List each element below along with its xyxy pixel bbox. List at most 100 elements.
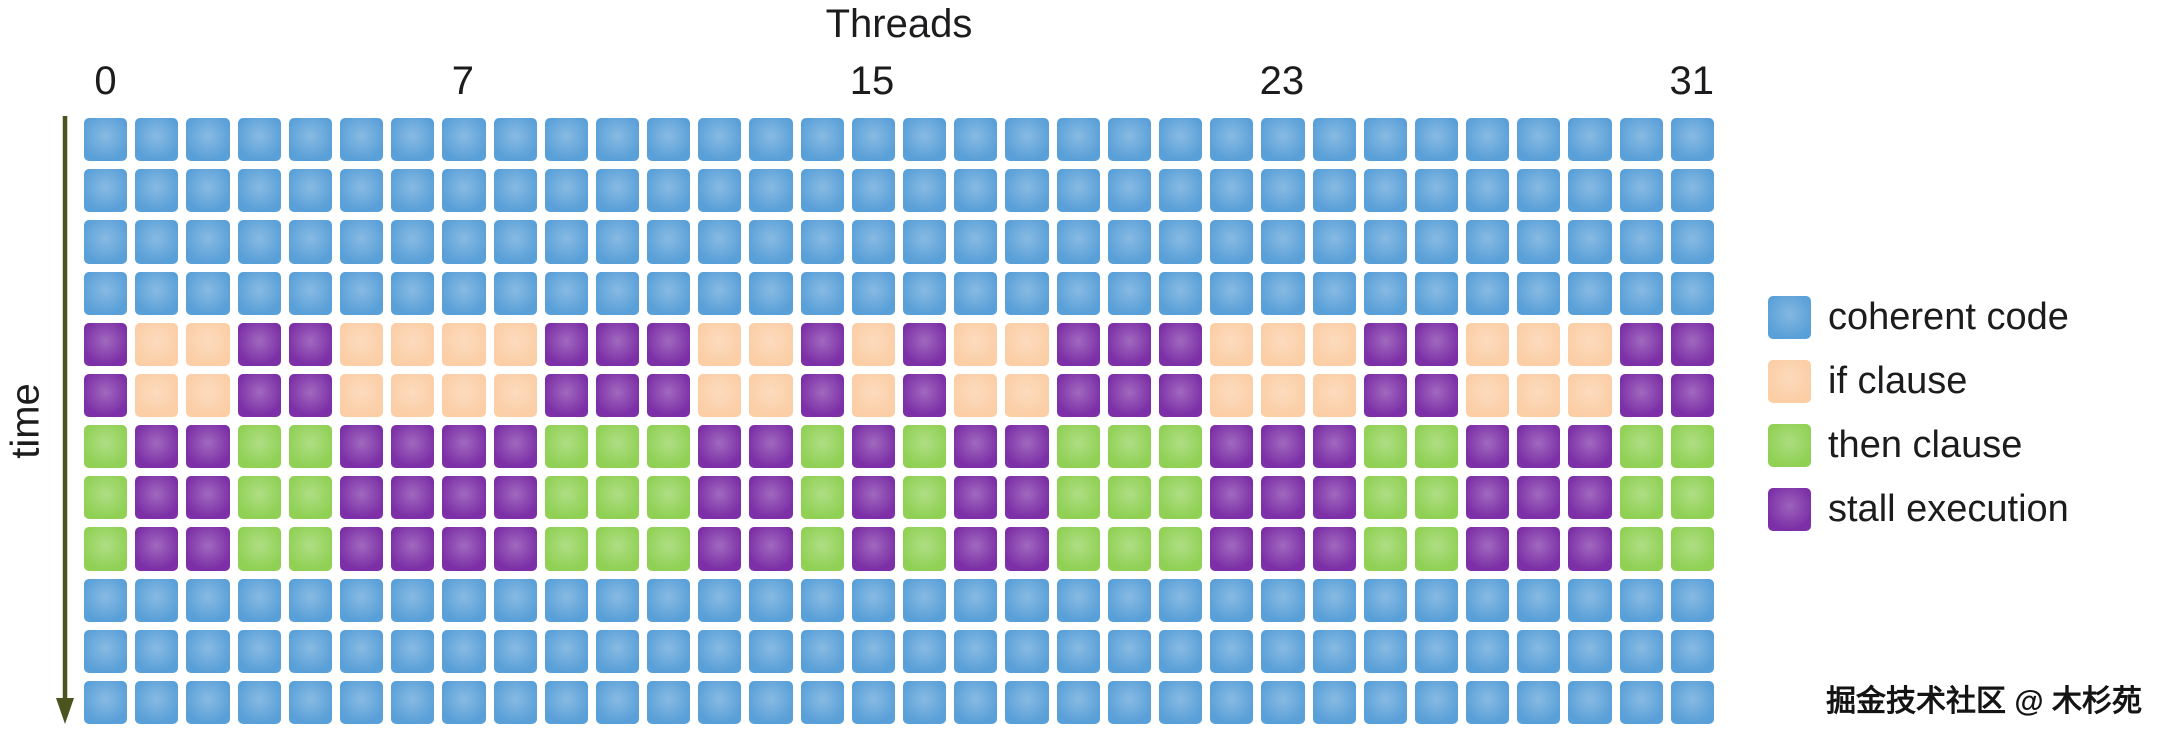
grid-cell-coherent <box>954 169 998 213</box>
grid-cell-coherent <box>493 578 537 622</box>
grid-cell-coherent <box>1312 680 1356 724</box>
grid-cell-stall <box>1005 425 1049 469</box>
grid-cell-coherent <box>493 629 537 673</box>
grid-cell-coherent <box>1414 271 1459 315</box>
grid-cell-coherent <box>391 271 435 315</box>
grid-cell-if <box>1517 322 1561 366</box>
grid-cell-stall <box>1312 476 1356 520</box>
grid-cell-if <box>339 373 384 417</box>
grid-cell-then <box>1619 527 1663 571</box>
grid-cell-coherent <box>339 578 384 622</box>
grid-cell-coherent <box>84 220 128 264</box>
grid-cell-then <box>595 425 640 469</box>
grid-cell-stall <box>1210 476 1254 520</box>
grid-cell-if <box>186 322 230 366</box>
grid-cell-stall <box>237 322 281 366</box>
grid-cell-coherent <box>903 629 947 673</box>
grid-cell-if <box>1210 322 1254 366</box>
grid-cell-stall <box>237 373 281 417</box>
grid-cell-then <box>903 425 947 469</box>
grid-cell-coherent <box>1005 118 1049 162</box>
grid-cell-coherent <box>1158 118 1203 162</box>
grid-cell-if <box>442 322 486 366</box>
grid-cell-coherent <box>1466 220 1510 264</box>
grid-cell-coherent <box>1517 578 1561 622</box>
grid-cell-coherent <box>1158 169 1203 213</box>
grid-cell-coherent <box>1312 629 1356 673</box>
thread-tick-0: 0 <box>94 59 117 103</box>
grid-cell-stall <box>288 373 332 417</box>
grid-cell-stall <box>1158 322 1203 366</box>
grid-cell-stall <box>1210 425 1254 469</box>
grid-cell-coherent <box>1210 629 1254 673</box>
grid-cell-coherent <box>1261 220 1305 264</box>
grid-cell-stall <box>1568 476 1612 520</box>
grid-cell-then <box>237 527 281 571</box>
grid-cell-coherent <box>1517 220 1561 264</box>
grid-cell-then <box>647 476 691 520</box>
grid-cell-coherent <box>493 680 537 724</box>
grid-cell-coherent <box>1056 578 1100 622</box>
grid-cell-coherent <box>186 629 230 673</box>
time-arrow-icon <box>56 116 74 724</box>
grid-cell-stall <box>698 527 742 571</box>
grid-cell-coherent <box>391 578 435 622</box>
grid-cell-coherent <box>544 220 588 264</box>
grid-cell-coherent <box>954 680 998 724</box>
grid-cell-if <box>391 322 435 366</box>
grid-cell-coherent <box>288 220 332 264</box>
grid-cell-stall <box>1056 322 1100 366</box>
grid-cell-coherent <box>800 629 844 673</box>
grid-cell-if <box>339 322 384 366</box>
grid-cell-then <box>647 425 691 469</box>
grid-cell-coherent <box>391 220 435 264</box>
grid-cell-coherent <box>391 118 435 162</box>
grid-cell-then <box>800 527 844 571</box>
grid-cell-coherent <box>1056 629 1100 673</box>
grid-cell-stall <box>1414 322 1459 366</box>
grid-cell-coherent <box>1568 169 1612 213</box>
grid-cell-stall <box>288 322 332 366</box>
grid-cell-coherent <box>1466 118 1510 162</box>
grid-cell-coherent <box>749 271 793 315</box>
grid-cell-coherent <box>800 271 844 315</box>
grid-cell-if <box>1568 373 1612 417</box>
grid-cell-coherent <box>1619 680 1663 724</box>
grid-cell-then <box>903 476 947 520</box>
grid-cell-stall <box>339 425 384 469</box>
grid-cell-stall <box>851 425 895 469</box>
grid-cell-if <box>186 373 230 417</box>
grid-cell-if <box>1261 373 1305 417</box>
grid-cell-coherent <box>84 169 128 213</box>
grid-cell-stall <box>391 476 435 520</box>
grid-cell-coherent <box>493 169 537 213</box>
grid-cell-coherent <box>1568 578 1612 622</box>
grid-cell-coherent <box>1670 629 1714 673</box>
grid-cell-then <box>647 527 691 571</box>
grid-cell-then <box>84 476 128 520</box>
grid-cell-coherent <box>749 629 793 673</box>
grid-cell-stall <box>339 476 384 520</box>
grid-cell-stall <box>1363 322 1407 366</box>
grid-cell-coherent <box>1158 578 1203 622</box>
stall-swatch-icon <box>1768 488 1811 531</box>
grid-cell-coherent <box>237 220 281 264</box>
grid-cell-stall <box>698 425 742 469</box>
grid-cell-coherent <box>1414 680 1459 724</box>
grid-cell-coherent <box>800 680 844 724</box>
grid-cell-coherent <box>1363 680 1407 724</box>
grid-cell-coherent <box>442 169 486 213</box>
grid-cell-coherent <box>135 220 179 264</box>
grid-cell-if <box>1466 322 1510 366</box>
grid-cell-coherent <box>288 578 332 622</box>
grid-cell-coherent <box>647 118 691 162</box>
grid-cell-stall <box>544 322 588 366</box>
grid-cell-then <box>237 425 281 469</box>
grid-cell-coherent <box>186 220 230 264</box>
grid-cell-stall <box>442 476 486 520</box>
grid-cell-coherent <box>1210 578 1254 622</box>
grid-cell-coherent <box>1466 629 1510 673</box>
thread-tick-23: 23 <box>1259 59 1305 103</box>
grid-cell-coherent <box>442 220 486 264</box>
